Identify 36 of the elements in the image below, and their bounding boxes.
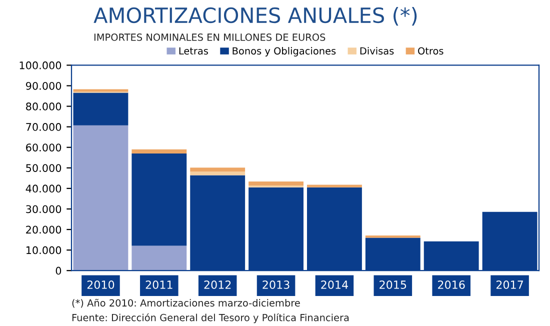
chart-title: AMORTIZACIONES ANUALES (*) <box>94 7 417 26</box>
legend-label: Divisas <box>360 47 394 55</box>
bar <box>248 181 304 186</box>
bar <box>190 168 246 172</box>
y-tick-label: 20.000 <box>26 226 62 234</box>
y-tick-label: 60.000 <box>26 144 62 152</box>
x-tick-label: 2017 <box>496 280 523 289</box>
x-tick-label: 2016 <box>438 280 465 289</box>
source-note: Fuente: Dirección General del Tesoro y Política Financiera <box>72 313 349 324</box>
y-tick-label: 0 <box>56 266 62 275</box>
x-tick-label: 2013 <box>262 280 290 289</box>
y-tick-label: 40.000 <box>26 184 62 193</box>
legend-label: Bonos y Obligaciones <box>232 47 336 56</box>
y-tick-label: 30.000 <box>26 205 62 214</box>
y-tick-label: 100.000 <box>20 61 62 70</box>
y-tick-label: 90.000 <box>26 82 62 90</box>
bar <box>190 172 246 176</box>
bar <box>132 149 187 154</box>
x-tick-label: 2012 <box>204 280 231 289</box>
x-tick-label: 2015 <box>380 280 406 289</box>
bar <box>73 125 128 271</box>
x-tick-label: 2014 <box>321 280 348 289</box>
chart-subtitle: IMPORTES NOMINALES EN MILLONES DE EUROS <box>94 34 326 41</box>
bar <box>132 154 187 246</box>
text: (*) Año 2010: Amortizaciones marzo-diciembre <box>72 298 300 308</box>
y-tick-label: 80.000 <box>26 102 62 110</box>
x-tick-label: 2010 <box>87 280 114 289</box>
bar <box>132 246 187 271</box>
legend-label: Letras <box>179 47 208 55</box>
y-tick-label: 50.000 <box>26 164 62 172</box>
bar <box>73 89 128 92</box>
y-tick-label: 10.000 <box>26 246 62 254</box>
x-tick-label: 2011 <box>146 280 172 289</box>
legend-label: Otros <box>418 47 444 55</box>
bar <box>307 184 362 188</box>
y-tick-label: 70.000 <box>26 123 62 131</box>
